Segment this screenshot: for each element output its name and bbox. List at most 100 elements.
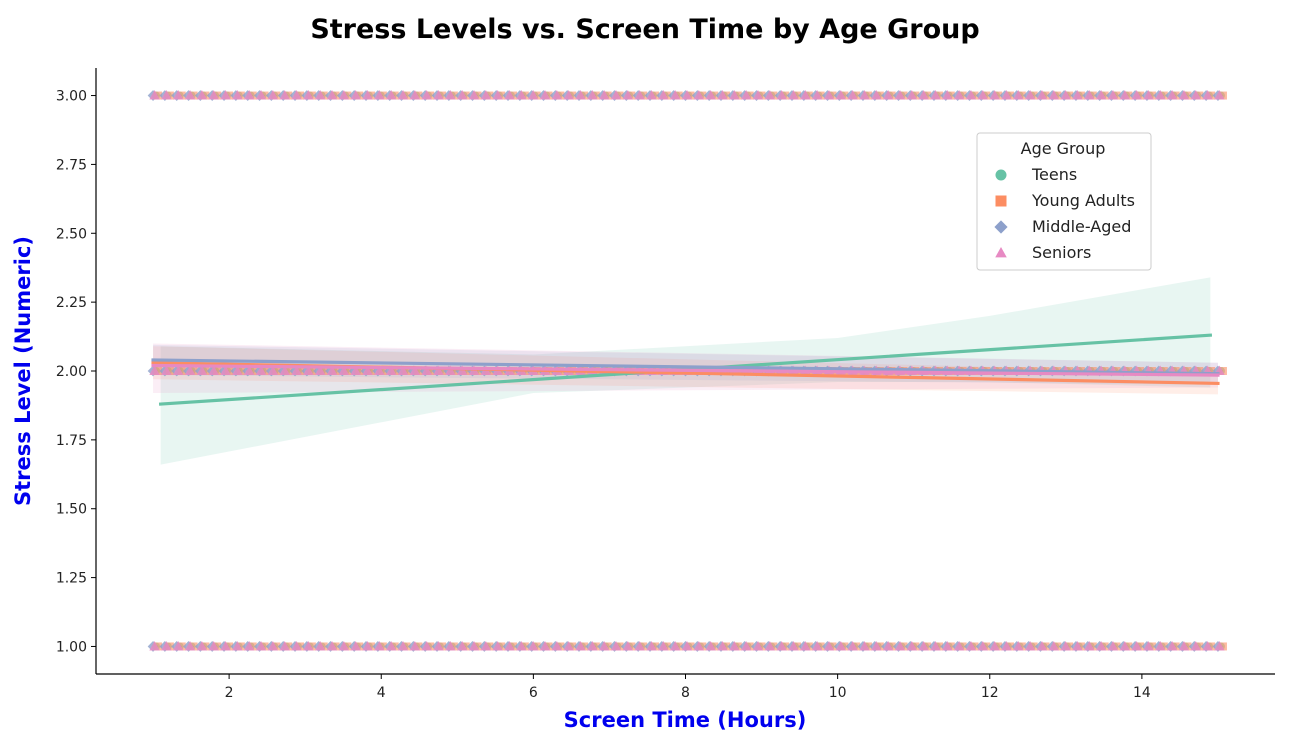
- scatter-point: [930, 90, 941, 100]
- scatter-point: [1202, 90, 1213, 100]
- scatter-point: [811, 90, 823, 100]
- scatter-point: [374, 90, 385, 100]
- scatter-point: [847, 640, 858, 651]
- scatter-point: [1143, 640, 1154, 651]
- scatter-point: [433, 365, 444, 375]
- legend: Age Group Teens Young Adults Middle-Aged Se…: [976, 132, 1152, 271]
- scatter-point: [480, 90, 492, 100]
- scatter-points: [147, 90, 1227, 652]
- scatter-point: [977, 640, 989, 651]
- scatter-point: [279, 365, 290, 375]
- scatter-point: [504, 640, 515, 651]
- scatter-point: [149, 640, 160, 651]
- scatter-point: [279, 90, 290, 100]
- scatter-point: [362, 365, 373, 375]
- scatter-point: [646, 90, 657, 100]
- scatter-point: [1060, 90, 1071, 100]
- scatter-point: [658, 640, 669, 651]
- y-ticks: 1.00 1.25 1.50 1.75 2.00 2.25 2.50 2.75 3.00: [56, 89, 96, 655]
- scatter-point: [1024, 90, 1036, 100]
- scatter-point: [385, 90, 397, 100]
- scatter-point: [598, 90, 610, 100]
- scatter-point: [291, 640, 302, 651]
- scatter-point: [918, 640, 929, 651]
- scatter-point: [1013, 90, 1024, 100]
- scatter-point: [930, 640, 941, 651]
- scatter-point: [291, 90, 302, 100]
- scatter-point: [871, 90, 882, 100]
- scatter-point: [255, 365, 267, 375]
- scatter-point: [338, 365, 350, 375]
- scatter-point: [516, 640, 527, 651]
- scatter-point: [800, 90, 811, 100]
- scatter-point: [243, 365, 255, 375]
- scatter-point: [184, 90, 196, 100]
- legend-frame: [976, 132, 1152, 271]
- scatter-point: [551, 90, 563, 100]
- scatter-point: [1107, 90, 1119, 100]
- y-tick-label: 3.00: [56, 89, 87, 105]
- scatter-point: [1024, 640, 1036, 651]
- scatter-point: [646, 640, 657, 651]
- scatter-point: [232, 640, 243, 651]
- y-tick-label: 2.00: [56, 364, 87, 380]
- scatter-point: [504, 90, 515, 100]
- regression-lines: [151, 333, 1220, 406]
- scatter-point: [894, 640, 906, 651]
- scatter-point: [764, 640, 776, 651]
- scatter-point: [184, 640, 196, 651]
- scatter-point: [172, 365, 184, 375]
- scatter-point: [326, 90, 338, 100]
- scatter-point: [705, 640, 716, 651]
- scatter-point: [208, 365, 219, 375]
- scatter-point: [326, 365, 338, 375]
- scatter-point: [953, 640, 965, 651]
- scatter-point: [989, 90, 1000, 100]
- scatter-point: [906, 640, 918, 651]
- scatter-point: [456, 90, 468, 100]
- scatter-point: [575, 90, 586, 100]
- scatter-point: [740, 640, 752, 651]
- scatter-point: [291, 365, 302, 375]
- scatter-point: [468, 90, 480, 100]
- scatter-point: [196, 365, 208, 375]
- scatter-point: [1143, 90, 1154, 100]
- scatter-point: [397, 90, 409, 100]
- scatter-point: [894, 90, 906, 100]
- scatter-point: [220, 90, 231, 100]
- scatter-point: [445, 90, 456, 100]
- legend-label: Young Adults: [1031, 191, 1135, 210]
- scatter-point: [693, 640, 705, 651]
- scatter-point: [1084, 640, 1095, 651]
- scatter-point: [445, 365, 456, 375]
- x-tick-label: 4: [377, 685, 386, 701]
- scatter-point: [433, 90, 444, 100]
- legend-marker-middle-aged: [994, 220, 1008, 234]
- scatter-point: [527, 90, 539, 100]
- scatter-point: [409, 640, 421, 651]
- scatter-point: [1072, 640, 1083, 651]
- scatter-point: [953, 90, 965, 100]
- scatter-point: [729, 90, 740, 100]
- y-tick-label: 2.75: [56, 157, 87, 173]
- scatter-point: [729, 640, 740, 651]
- scatter-point: [445, 640, 456, 651]
- y-tick-label: 1.50: [56, 502, 87, 518]
- scatter-point: [681, 640, 693, 651]
- scatter-point: [1131, 640, 1142, 651]
- scatter-point: [693, 90, 705, 100]
- scatter-point: [1095, 640, 1107, 651]
- scatter-point: [823, 90, 835, 100]
- scatter-point: [314, 90, 326, 100]
- scatter-point: [350, 640, 361, 651]
- scatter-point: [409, 365, 421, 375]
- scatter-point: [610, 90, 622, 100]
- legend-title: Age Group: [1021, 139, 1106, 158]
- x-tick-label: 2: [225, 685, 234, 701]
- scatter-point: [303, 365, 314, 375]
- scatter-point: [563, 640, 574, 651]
- scatter-point: [350, 365, 361, 375]
- scatter-point: [172, 90, 184, 100]
- scatter-point: [823, 640, 835, 651]
